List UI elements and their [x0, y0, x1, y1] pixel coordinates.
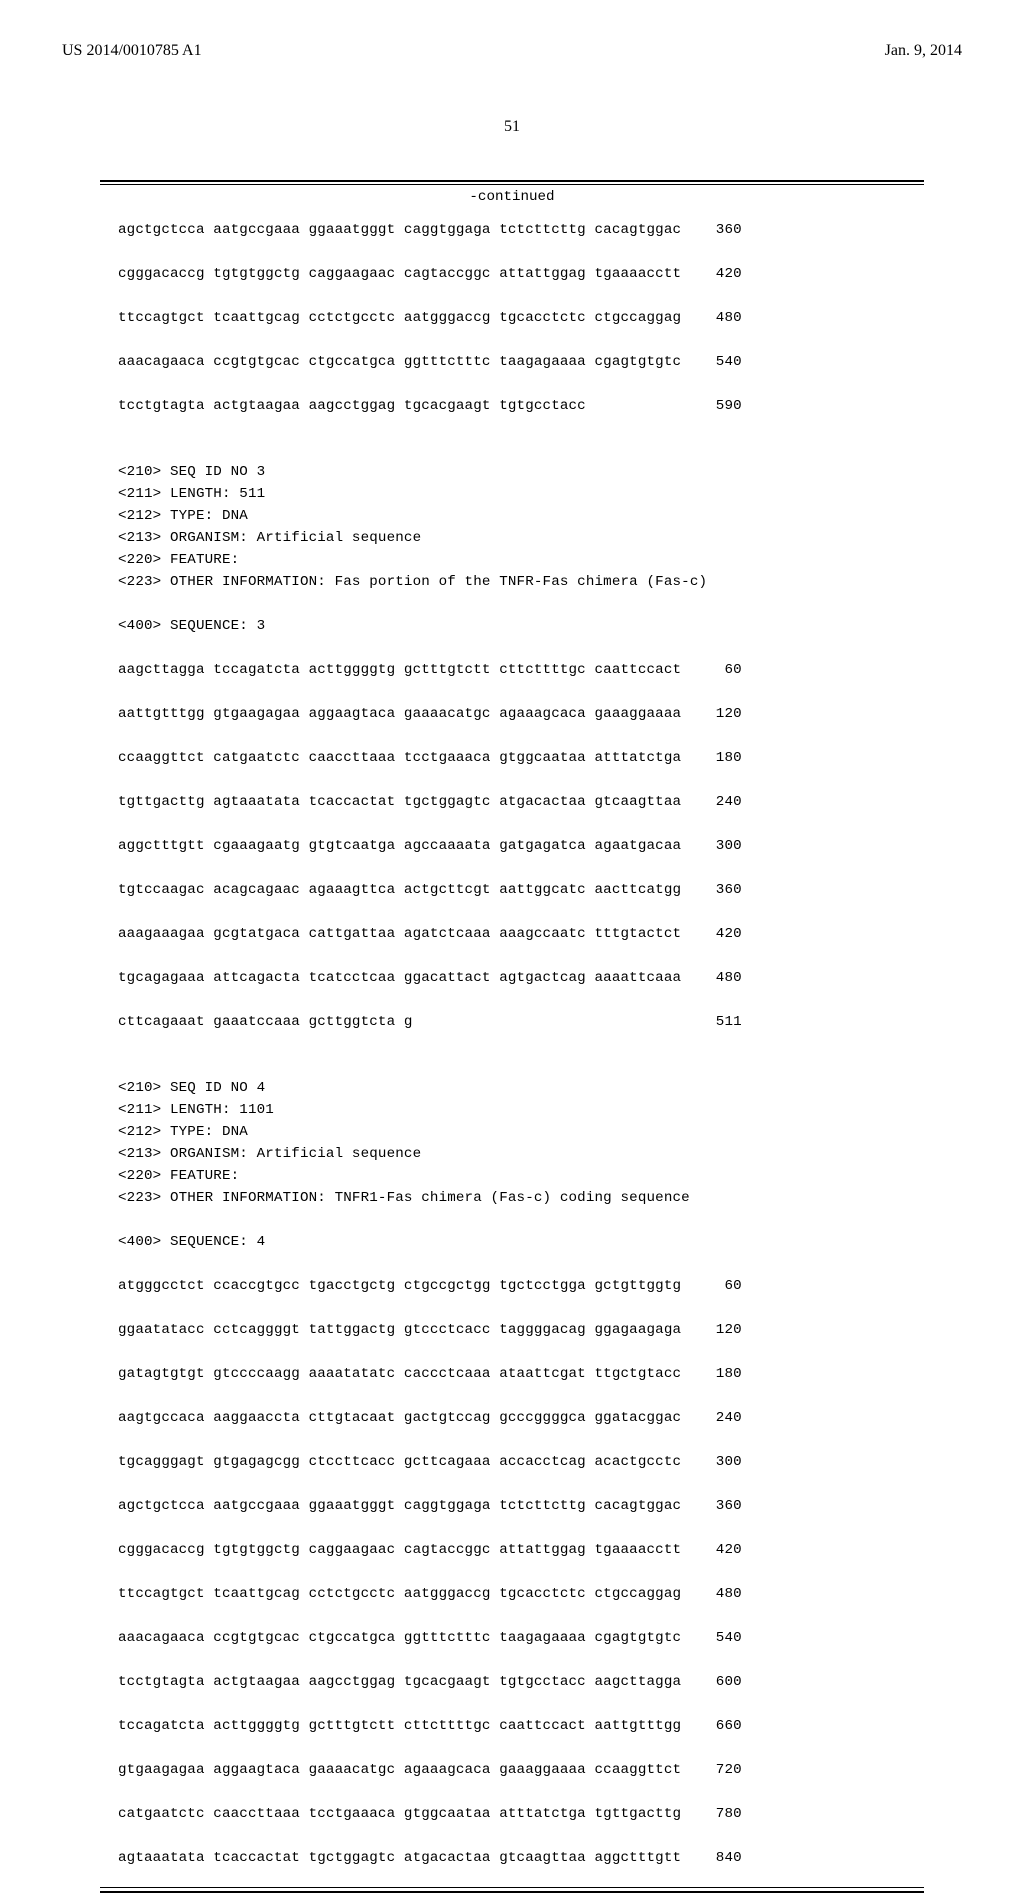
continued-label: -continued — [100, 185, 924, 215]
publication-date: Jan. 9, 2014 — [885, 42, 962, 60]
page-number: 51 — [62, 118, 962, 136]
publication-number: US 2014/0010785 A1 — [62, 42, 202, 60]
sequence-listing-body: agctgctcca aatgccgaaa ggaaatgggt caggtgg… — [100, 215, 924, 1887]
page-header: US 2014/0010785 A1 Jan. 9, 2014 — [62, 42, 962, 60]
sequence-listing-frame: -continued agctgctcca aatgccgaaa ggaaatg… — [100, 180, 924, 1893]
